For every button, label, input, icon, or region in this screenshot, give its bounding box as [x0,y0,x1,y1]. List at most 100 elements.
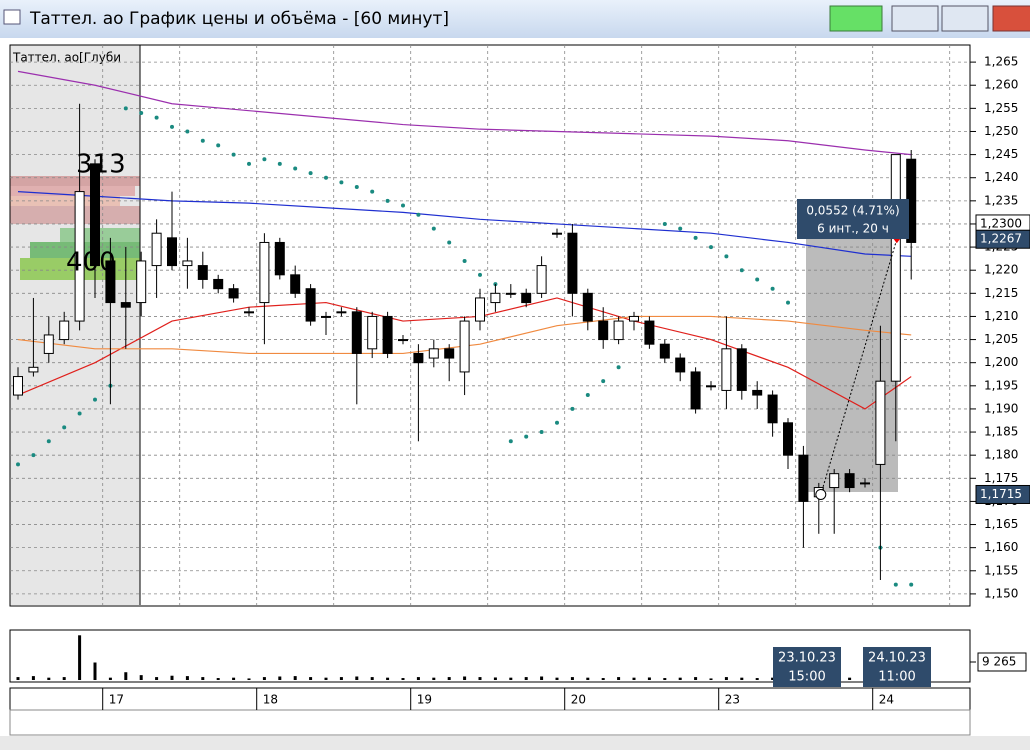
volume-bar [647,677,651,680]
candle-body [259,241,270,304]
candle-body [382,315,393,354]
x-tick-label: 19 [417,693,432,707]
volume-bar [47,677,51,680]
price-marker-label: 1,2300 [980,216,1022,230]
y-tick-label: 1,165 [984,517,1018,531]
candle-body [290,274,301,294]
volume-frame [9,629,971,683]
candle-body [721,348,732,391]
sar-dot [154,115,159,120]
candle-body [536,265,547,294]
y-tick-label: 1,150 [984,586,1018,600]
y-tick-label: 1,265 [984,55,1018,69]
scrollbar[interactable] [0,736,1030,750]
sar-dot [693,235,698,240]
x-tick-label: 17 [109,693,124,707]
sar-dot [539,430,544,435]
candle-body [13,376,23,396]
link-button[interactable] [829,5,883,32]
measure-span: 6 инт., 20 ч [817,222,889,236]
volume-bar [724,677,728,680]
ask-bar [10,186,135,196]
candle-body [659,343,670,359]
candle-body [890,154,901,382]
close-button[interactable] [992,5,1030,32]
candle-body [244,311,254,314]
volume-bar [524,677,528,680]
volume-bar [324,677,328,680]
y-tick-label: 1,235 [984,193,1018,207]
volume-bar [185,676,189,680]
volume-bar [370,677,374,680]
candle-body [321,315,331,318]
minimize-button[interactable] [891,5,939,32]
sar-dot [123,106,128,111]
sar-dot [478,272,482,277]
volume-bar [62,677,66,680]
sar-dot [216,143,221,148]
time-date: 23.10.23 [778,651,836,666]
volume-bar [170,675,174,680]
volume-bar [108,677,112,680]
y-tick-label: 1,180 [984,448,1018,462]
candle-body [629,315,639,322]
candle-body [598,320,609,341]
sar-dot [893,582,898,587]
candle-body [197,265,208,280]
sar-dot [601,379,606,384]
volume-bar [755,678,759,680]
sar-dot [62,425,67,430]
volume-bar [139,675,143,680]
sar-dot [585,393,590,398]
candle-body [798,454,809,502]
volume-bar [463,676,467,680]
y-tick-label: 1,215 [984,286,1018,300]
time-box [773,647,841,687]
volume-bar [447,677,451,680]
volume-bar [201,677,205,680]
sar-dot [616,365,621,370]
volume-bar [678,677,682,680]
candle-body [367,315,378,350]
sar-dot [93,397,97,402]
volume-bar [401,678,405,680]
sar-dot [185,129,190,134]
instrument-label: Таттел. ао[Глуби [12,51,121,65]
candle-body [274,241,285,276]
sar-dot [508,439,513,444]
sar-dot [462,258,467,263]
maximize-button[interactable] [941,5,989,32]
volume-bar [78,635,82,680]
volume-bar [493,677,497,680]
measure-change: 0,0552 (4.71%) [806,204,899,218]
volume-tick-label: 9 265 [982,654,1016,668]
volume-bar [848,677,852,680]
price-marker-box [975,484,1030,504]
candle-body [844,473,855,489]
x-tick-label: 23 [725,693,740,707]
candle-body [413,352,424,364]
y-tick-label: 1,250 [984,124,1018,138]
depth-panel [10,45,140,605]
sar-dot [354,184,359,189]
volume-bar [93,662,97,680]
volume-bar [555,677,559,680]
y-tick-label: 1,195 [984,378,1018,392]
candle-body [136,260,147,304]
y-tick-label: 1,255 [984,101,1018,115]
candle-body [351,311,362,354]
time-date: 24.10.23 [868,651,926,666]
volume-bar [617,677,621,680]
measure-box [797,199,909,239]
volume-bar [262,677,266,680]
y-tick-label: 1,155 [984,563,1018,577]
window-title: Таттел. ао График цены и объёма - [60 ми… [29,9,449,29]
volume-bar [478,677,482,680]
candle-body [783,422,793,456]
sar-dot [46,439,51,444]
sar-dot [770,286,775,291]
x-tick-label: 18 [263,693,278,707]
bid-bar [30,242,140,258]
volume-bar [509,677,513,680]
volume-bar [355,676,359,680]
